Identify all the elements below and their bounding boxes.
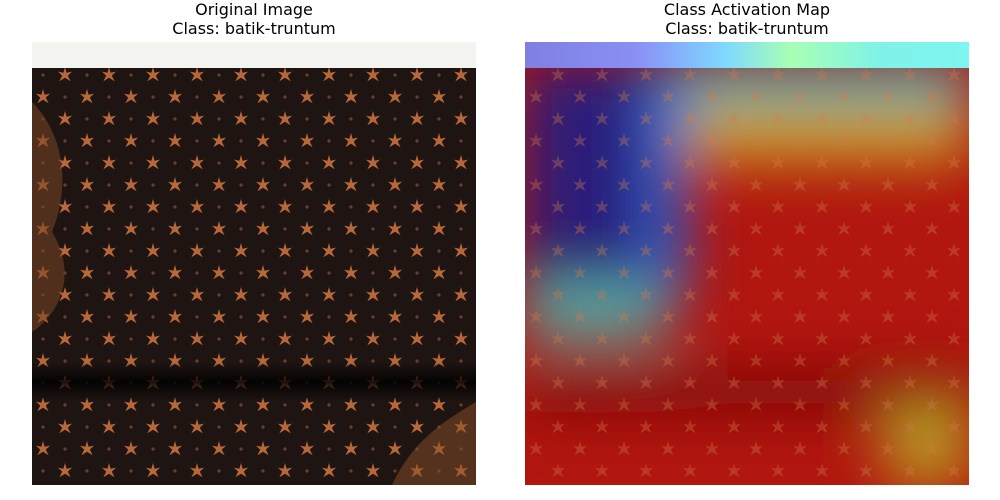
activation-map-panel: Class Activation Map Class: batik-truntu… xyxy=(525,0,969,500)
original-image-panel: Original Image Class: batik-truntum xyxy=(32,0,476,500)
original-image-title: Original Image Class: batik-truntum xyxy=(32,0,476,38)
original-image xyxy=(32,42,476,485)
activation-map-title: Class Activation Map Class: batik-truntu… xyxy=(525,0,969,38)
panel-title: Original Image xyxy=(32,0,476,19)
panel-title: Class Activation Map xyxy=(525,0,969,19)
panel-class-label: Class: batik-truntum xyxy=(32,19,476,38)
class-activation-map-image xyxy=(525,42,969,485)
panel-class-label: Class: batik-truntum xyxy=(525,19,969,38)
